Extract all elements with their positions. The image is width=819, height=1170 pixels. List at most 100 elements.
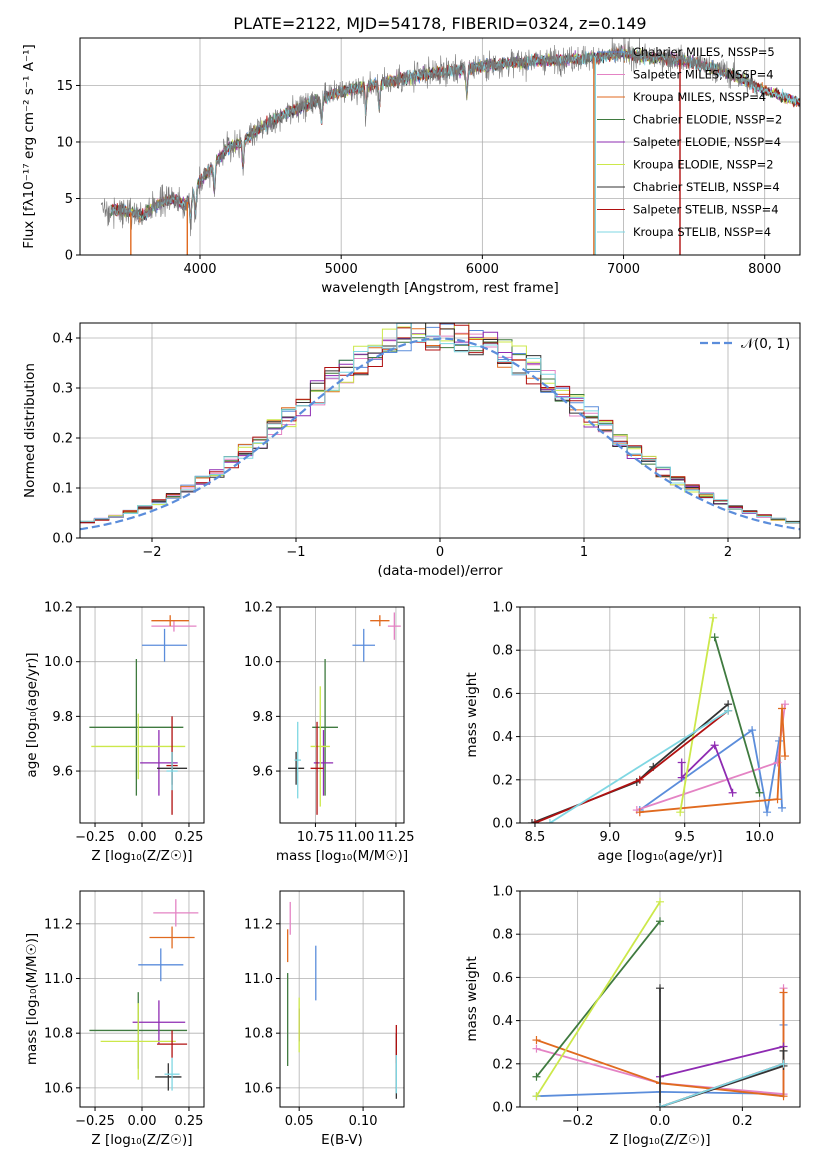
residuals-xtick-label-1: −1 xyxy=(286,545,305,560)
spectrum-curves xyxy=(100,38,800,255)
age-vs-mass-frame xyxy=(279,606,405,824)
mass-vs-ebv-ytick-label-0: 10.6 xyxy=(244,1081,273,1096)
weight-vs-Z-marker-2-3 xyxy=(779,988,788,997)
age-vs-mass-ytick-label-2: 10.0 xyxy=(244,655,273,670)
mass-vs-Z-xtick-label-0: −0.25 xyxy=(75,1114,115,1129)
residuals-xtick-label-2: 0 xyxy=(436,545,444,560)
legend-label-4: Salpeter ELODIE, NSSP=4 xyxy=(633,135,781,149)
spectrum-xtick-label-3: 7000 xyxy=(607,262,640,277)
age-vs-mass-ytick-label-1: 9.8 xyxy=(252,710,273,725)
legend-label-5: Kroupa ELODIE, NSSP=2 xyxy=(633,158,774,172)
weight-vs-age-marker-4-3 xyxy=(728,788,737,797)
residuals-ylabel: Normed distribution xyxy=(22,363,38,498)
residuals-ytick-label-3: 0.3 xyxy=(52,382,73,397)
weight-vs-Z-marker-2-0 xyxy=(532,1036,541,1045)
spectrum-ytick-label-1: 5 xyxy=(65,192,73,207)
weight-vs-age-marker-0-4 xyxy=(778,803,787,812)
weight-vs-age-line-8 xyxy=(549,709,729,823)
spectrum-ytick-label-3: 15 xyxy=(56,79,73,94)
weight-vs-Z-ytick-label-5: 1.0 xyxy=(492,885,513,900)
weight-vs-Z-marker-3-0 xyxy=(532,1072,541,1081)
mass-vs-Z-ytick-label-3: 11.2 xyxy=(44,917,73,932)
mass-vs-Z-points xyxy=(89,899,199,1091)
age-vs-Z-xtick-label-1: 0.00 xyxy=(128,830,157,845)
legend-label-8: Kroupa STELIB, NSSP=4 xyxy=(633,225,771,239)
mass-vs-Z-ylabel: mass [log₁₀(M/M☉)] xyxy=(24,933,40,1065)
weight-vs-age-marker-7-0 xyxy=(530,819,539,823)
weight-vs-Z-line-4 xyxy=(659,1045,784,1078)
weight-vs-age-ytick-label-5: 1.0 xyxy=(492,601,513,616)
weight-vs-age-xtick-label-3: 10.0 xyxy=(745,830,774,845)
weight-vs-Z-marker-8-0 xyxy=(656,1103,664,1107)
weight-vs-age-line-4 xyxy=(680,743,734,794)
residuals-xtick-label-0: −2 xyxy=(142,545,161,560)
weight-vs-age-marker-5-1 xyxy=(709,613,718,622)
weight-vs-Z-ytick-label-3: 0.6 xyxy=(492,971,513,986)
weight-vs-Z-ytick-label-2: 0.4 xyxy=(492,1014,513,1029)
figure-title: PLATE=2122, MJD=54178, FIBERID=0324, z=0… xyxy=(233,14,646,33)
age-vs-Z-ytick-label-3: 10.2 xyxy=(44,601,73,616)
weight-vs-age-marker-2-1 xyxy=(773,795,782,804)
residuals-xtick-label-4: 2 xyxy=(724,545,732,560)
weight-vs-Z-xlabel: Z [log₁₀(Z/Z☉)] xyxy=(609,1132,710,1148)
weight-vs-Z-ytick-label-1: 0.2 xyxy=(492,1057,513,1072)
age-vs-mass-xtick-label-2: 11.25 xyxy=(377,830,414,845)
spectrum-xtick-label-2: 6000 xyxy=(466,262,499,277)
residuals-ytick-label-1: 0.1 xyxy=(52,482,73,497)
weight-vs-age-line-2 xyxy=(639,708,786,814)
mass-vs-Z-ytick-label-0: 10.6 xyxy=(44,1081,73,1096)
age-vs-mass-xtick-label-0: 10.75 xyxy=(297,830,334,845)
weight-vs-Z-marker-2-2 xyxy=(779,1092,788,1101)
age-vs-mass-points xyxy=(288,612,401,815)
weight-vs-age-marker-8-0 xyxy=(545,819,554,823)
residuals-xlabel: (data-model)/error xyxy=(377,563,503,579)
weight-vs-Z-ytick-label-4: 0.8 xyxy=(492,928,513,943)
mass-vs-ebv-points xyxy=(287,901,397,1099)
age-vs-mass-ytick-label-3: 10.2 xyxy=(244,601,273,616)
weight-vs-Z-lines xyxy=(532,897,788,1107)
legend-label-2: Kroupa MILES, NSSP=4 xyxy=(633,90,766,104)
weight-vs-Z-marker-3-1 xyxy=(656,917,664,926)
weight-vs-Z-marker-5-1 xyxy=(656,897,664,906)
weight-vs-age-line-3 xyxy=(713,636,761,794)
weight-vs-Z-line-6 xyxy=(659,988,785,1107)
weight-vs-age-marker-8-1 xyxy=(724,706,733,715)
legend-label-3: Chabrier ELODIE, NSSP=2 xyxy=(633,113,782,127)
weight-vs-Z-marker-6-0 xyxy=(656,984,664,993)
legend-label-6: Chabrier STELIB, NSSP=4 xyxy=(633,180,780,194)
weight-vs-age-marker-6-0 xyxy=(527,819,536,823)
weight-vs-Z-marker-6-3 xyxy=(779,1046,788,1055)
residuals-ytick-label-2: 0.2 xyxy=(52,432,73,447)
mass-vs-ebv-ytick-label-3: 11.2 xyxy=(244,917,273,932)
spectrum-xtick-label-0: 4000 xyxy=(183,262,216,277)
weight-vs-age-marker-3-1 xyxy=(755,788,764,797)
age-vs-Z-ytick-label-0: 9.6 xyxy=(52,765,73,780)
spectrum-observed xyxy=(100,38,758,237)
weight-vs-Z-xtick-label-0: −0.2 xyxy=(562,1114,594,1129)
age-vs-mass-xlabel: mass [log₁₀(M/M☉)] xyxy=(276,848,408,864)
weight-vs-age-marker-2-0 xyxy=(635,808,644,817)
weight-vs-Z-line-8 xyxy=(659,1062,784,1107)
weight-vs-age-marker-4-2 xyxy=(710,741,719,750)
spectrum-legend: Chabrier MILES, NSSP=5 Salpeter MILES, NS… xyxy=(597,45,782,239)
weight-vs-Z-marker-1-0 xyxy=(532,1044,541,1053)
mass-vs-ebv-xtick-label-0: 0.05 xyxy=(285,1114,314,1129)
spectrum-xlabel: wavelength [Angstrom, rest frame] xyxy=(321,280,559,296)
legend-label-1: Salpeter MILES, NSSP=4 xyxy=(633,68,774,82)
weight-vs-age-xtick-label-2: 9.5 xyxy=(674,830,695,845)
mass-vs-ebv-xlabel: E(B-V) xyxy=(321,1132,363,1148)
legend-label-0: Chabrier MILES, NSSP=5 xyxy=(633,45,775,59)
mass-vs-Z-ytick-label-1: 10.8 xyxy=(44,1027,73,1042)
spectrum-frame xyxy=(79,37,801,256)
weight-vs-age-marker-4-0 xyxy=(677,758,686,767)
spectrum-ylabel: Flux [fλ10⁻¹⁷ erg cm⁻² s⁻¹ A⁻¹] xyxy=(21,44,37,249)
mass-vs-ebv-frame xyxy=(279,890,405,1108)
weight-vs-age-marker-2-3 xyxy=(781,752,790,761)
weight-vs-age-ytick-label-0: 0.0 xyxy=(492,817,513,832)
weight-vs-age-xlabel: age [log₁₀(age/yr)] xyxy=(597,848,722,864)
weight-vs-age-marker-0-1 xyxy=(748,726,757,735)
residuals-ytick-label-4: 0.4 xyxy=(52,332,73,347)
age-vs-mass-ytick-label-0: 9.6 xyxy=(252,765,273,780)
age-vs-Z-ylabel: age [log₁₀(age/yr)] xyxy=(24,652,40,777)
